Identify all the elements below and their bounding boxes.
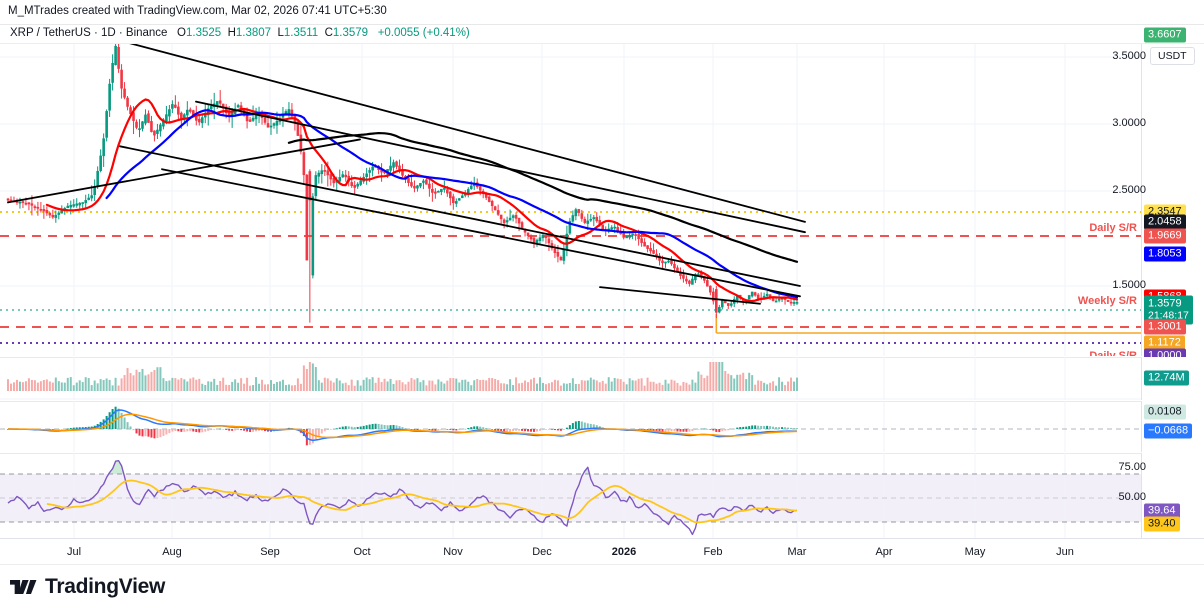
time-tick-Mar: Mar (787, 546, 807, 558)
price-axis[interactable]: USDT 3.5000 3.0000 2.5000 1.5000 3.6607 2.354… (1112, 27, 1204, 364)
rsi-chart-svg (0, 453, 1141, 538)
tradingview-logo[interactable]: TradingView (10, 575, 165, 599)
badge-countdown: 21:48:17 (1148, 309, 1189, 322)
volume-plot-area[interactable] (0, 357, 1141, 400)
time-tick-Jun: Jun (1056, 546, 1074, 558)
macd-badge-signal-value[interactable]: −0.0668 (1144, 423, 1193, 439)
badge-value: 1.3001 (1148, 320, 1182, 333)
price-line-label-daily-sr-label-2: Daily S/R (1089, 350, 1137, 356)
price-line-label-weekly-sr-label: Weekly S/R (1077, 295, 1137, 307)
macd-pane[interactable]: 0.0108 −0.0668 (0, 401, 1204, 452)
price-tick-text: 1.5000 (1112, 279, 1146, 291)
price-badge-weekly-sr[interactable]: 1.3001 (1144, 319, 1186, 335)
time-tick-Apr: Apr (875, 546, 893, 558)
change-value: +0.0055 (+0.41%) (377, 27, 470, 39)
tradingview-mark-icon (10, 580, 37, 594)
rsi-badge-rsi-ma-value[interactable]: 39.40 (1144, 516, 1180, 532)
time-tick-Oct: Oct (353, 546, 371, 558)
price-badge-daily-sr-red[interactable]: 1.9669 (1144, 228, 1186, 244)
badge-value: 1.9669 (1148, 229, 1182, 242)
low-value: 1.3511 (283, 27, 319, 39)
time-tick-Aug: Aug (162, 546, 182, 558)
price-line-label-daily-sr-label: Daily S/R (1089, 222, 1137, 234)
high-value: 1.3807 (235, 27, 272, 39)
badge-value: 2.0458 (1148, 215, 1182, 228)
attribution-text: M_MTrades created with TradingView.com, … (8, 5, 387, 17)
rsi-tick-text: 75.00 (1118, 461, 1146, 473)
badge-value: 1.8053 (1148, 247, 1182, 260)
time-axis[interactable]: Jul Aug Sep Oct Nov Dec 2026 Feb Mar Apr May Jun (0, 538, 1204, 564)
price-tick-text: 2.5000 (1112, 184, 1146, 196)
open-label: O (177, 27, 186, 39)
price-tick-text: 3.5000 (1112, 50, 1146, 62)
chart-legend: XRP / TetherUS · 1D · Binance O1.3525 H1… (10, 27, 470, 39)
rsi-plot-area[interactable] (0, 453, 1141, 538)
macd-axis[interactable]: 0.0108 −0.0668 (1141, 401, 1204, 452)
price-chart-svg (0, 44, 1141, 356)
price-tick-text: 3.0000 (1112, 117, 1146, 129)
tradingview-wordmark: TradingView (45, 575, 166, 598)
close-label: C (324, 27, 333, 39)
candlesticks (6, 44, 799, 323)
badge-value: 3.6607 (1148, 28, 1182, 41)
price-badge-new-ath[interactable]: 3.6607 (1144, 27, 1186, 43)
volume-pane[interactable]: 12.74M (0, 357, 1204, 400)
volume-chart-svg (0, 357, 1141, 400)
time-tick-May: May (964, 546, 986, 558)
currency-unit-badge: USDT (1150, 47, 1195, 65)
rsi-pane[interactable]: 75.00 50.00 39.64 39.40 (0, 453, 1204, 538)
price-badge-ma-blue[interactable]: 1.8053 (1144, 246, 1186, 262)
price-badge-ohlc-black[interactable]: 2.0458 (1144, 214, 1186, 230)
symbol-label[interactable]: XRP / TetherUS · 1D · Binance (10, 27, 168, 39)
time-tick-Nov: Nov (443, 546, 463, 558)
badge-value: 1.1172 (1148, 336, 1181, 349)
high-label: H (227, 27, 236, 39)
macd-badge-macd-value[interactable]: 0.0108 (1144, 404, 1186, 420)
footer: TradingView (0, 564, 1204, 610)
price-badge-support-orange[interactable]: 1.1172 (1144, 335, 1185, 351)
badge-value: 1.3579 (1148, 297, 1182, 310)
time-tick-Jul: Jul (66, 546, 82, 558)
time-tick-2026: 2026 (611, 546, 637, 558)
time-tick-Dec: Dec (532, 546, 552, 558)
volume-axis[interactable]: 12.74M (1141, 357, 1204, 400)
rsi-axis[interactable]: 75.00 50.00 39.64 39.40 (1118, 453, 1204, 538)
rsi-tick-text: 50.00 (1118, 491, 1146, 503)
low-label: L (277, 27, 284, 39)
close-value: 1.3579 (332, 27, 369, 39)
price-gridlines (0, 44, 1141, 356)
volume-badge[interactable]: 12.74M (1144, 370, 1189, 386)
legend-bar (0, 24, 1204, 44)
open-value: 1.3525 (186, 27, 222, 39)
macd-chart-svg (0, 401, 1141, 452)
time-tick-Sep: Sep (260, 546, 280, 558)
macd-plot-area[interactable] (0, 401, 1141, 452)
rsi-badge-rsi-value[interactable]: 39.64 (1144, 503, 1180, 519)
time-tick-Feb: Feb (703, 546, 723, 558)
